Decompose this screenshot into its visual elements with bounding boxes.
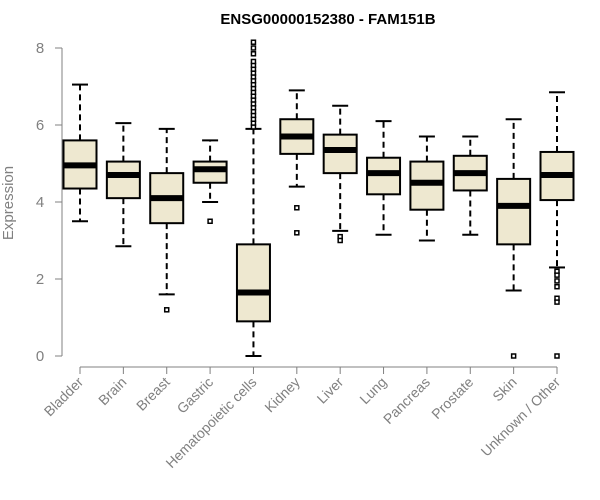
box-liver [322,104,358,244]
box-bladder [62,83,98,223]
x-tick-label: Skin [489,374,520,405]
box-prostate [452,135,488,236]
box-kidney [279,89,315,236]
x-tick-label: Gastric [174,374,217,417]
outlier-point [250,39,257,45]
outlier-point [337,237,343,244]
x-tick-label: Pancreas [380,374,433,427]
box-unknown-other [539,91,575,359]
y-tick-label: 0 [36,348,44,365]
x-tick-label: Lung [356,374,389,407]
box-pancreas [409,135,445,242]
outlier-point [163,307,170,313]
y-tick-label: 6 [36,117,44,134]
outlier-point [554,283,560,290]
box-breast [149,127,185,313]
outlier-point [250,58,257,65]
x-tick-label: Brain [95,374,129,408]
outlier-point [554,272,560,278]
boxes [62,39,575,359]
y-tick-label: 2 [36,271,44,288]
outlier-point [294,205,300,211]
x-tick-label: Breast [133,374,173,414]
x-tick-label: Bladder [41,374,87,420]
outlier-point [554,278,560,284]
x-tick-label: Unknown / Other [478,374,564,460]
outlier-point [207,218,213,224]
outlier-point [250,51,257,57]
outlier-point [294,230,300,236]
x-tick-label: Liver [314,374,347,407]
iqr-box [105,160,141,200]
y-tick-label: 8 [36,40,44,57]
box-hematopoietic-cells [235,39,271,357]
y-axis-label: Expression [0,166,17,240]
x-tick-label: Kidney [261,374,303,416]
box-gastric [192,139,228,224]
outlier-point [510,353,517,359]
chart-title: ENSG00000152380 - FAM151B [220,11,435,28]
outlier-point [554,299,560,305]
x-tick-label: Prostate [428,374,476,422]
iqr-box [235,243,271,323]
x-axis [79,366,558,374]
y-tick-label: 4 [36,194,44,211]
iqr-box [322,133,358,175]
box-skin [496,118,532,359]
outlier-point [554,353,560,359]
outlier-point [250,45,257,51]
iqr-box [496,177,532,246]
box-brain [105,122,141,248]
y-axis: 0 2 4 6 8 [36,40,63,365]
box-lung [366,120,402,236]
